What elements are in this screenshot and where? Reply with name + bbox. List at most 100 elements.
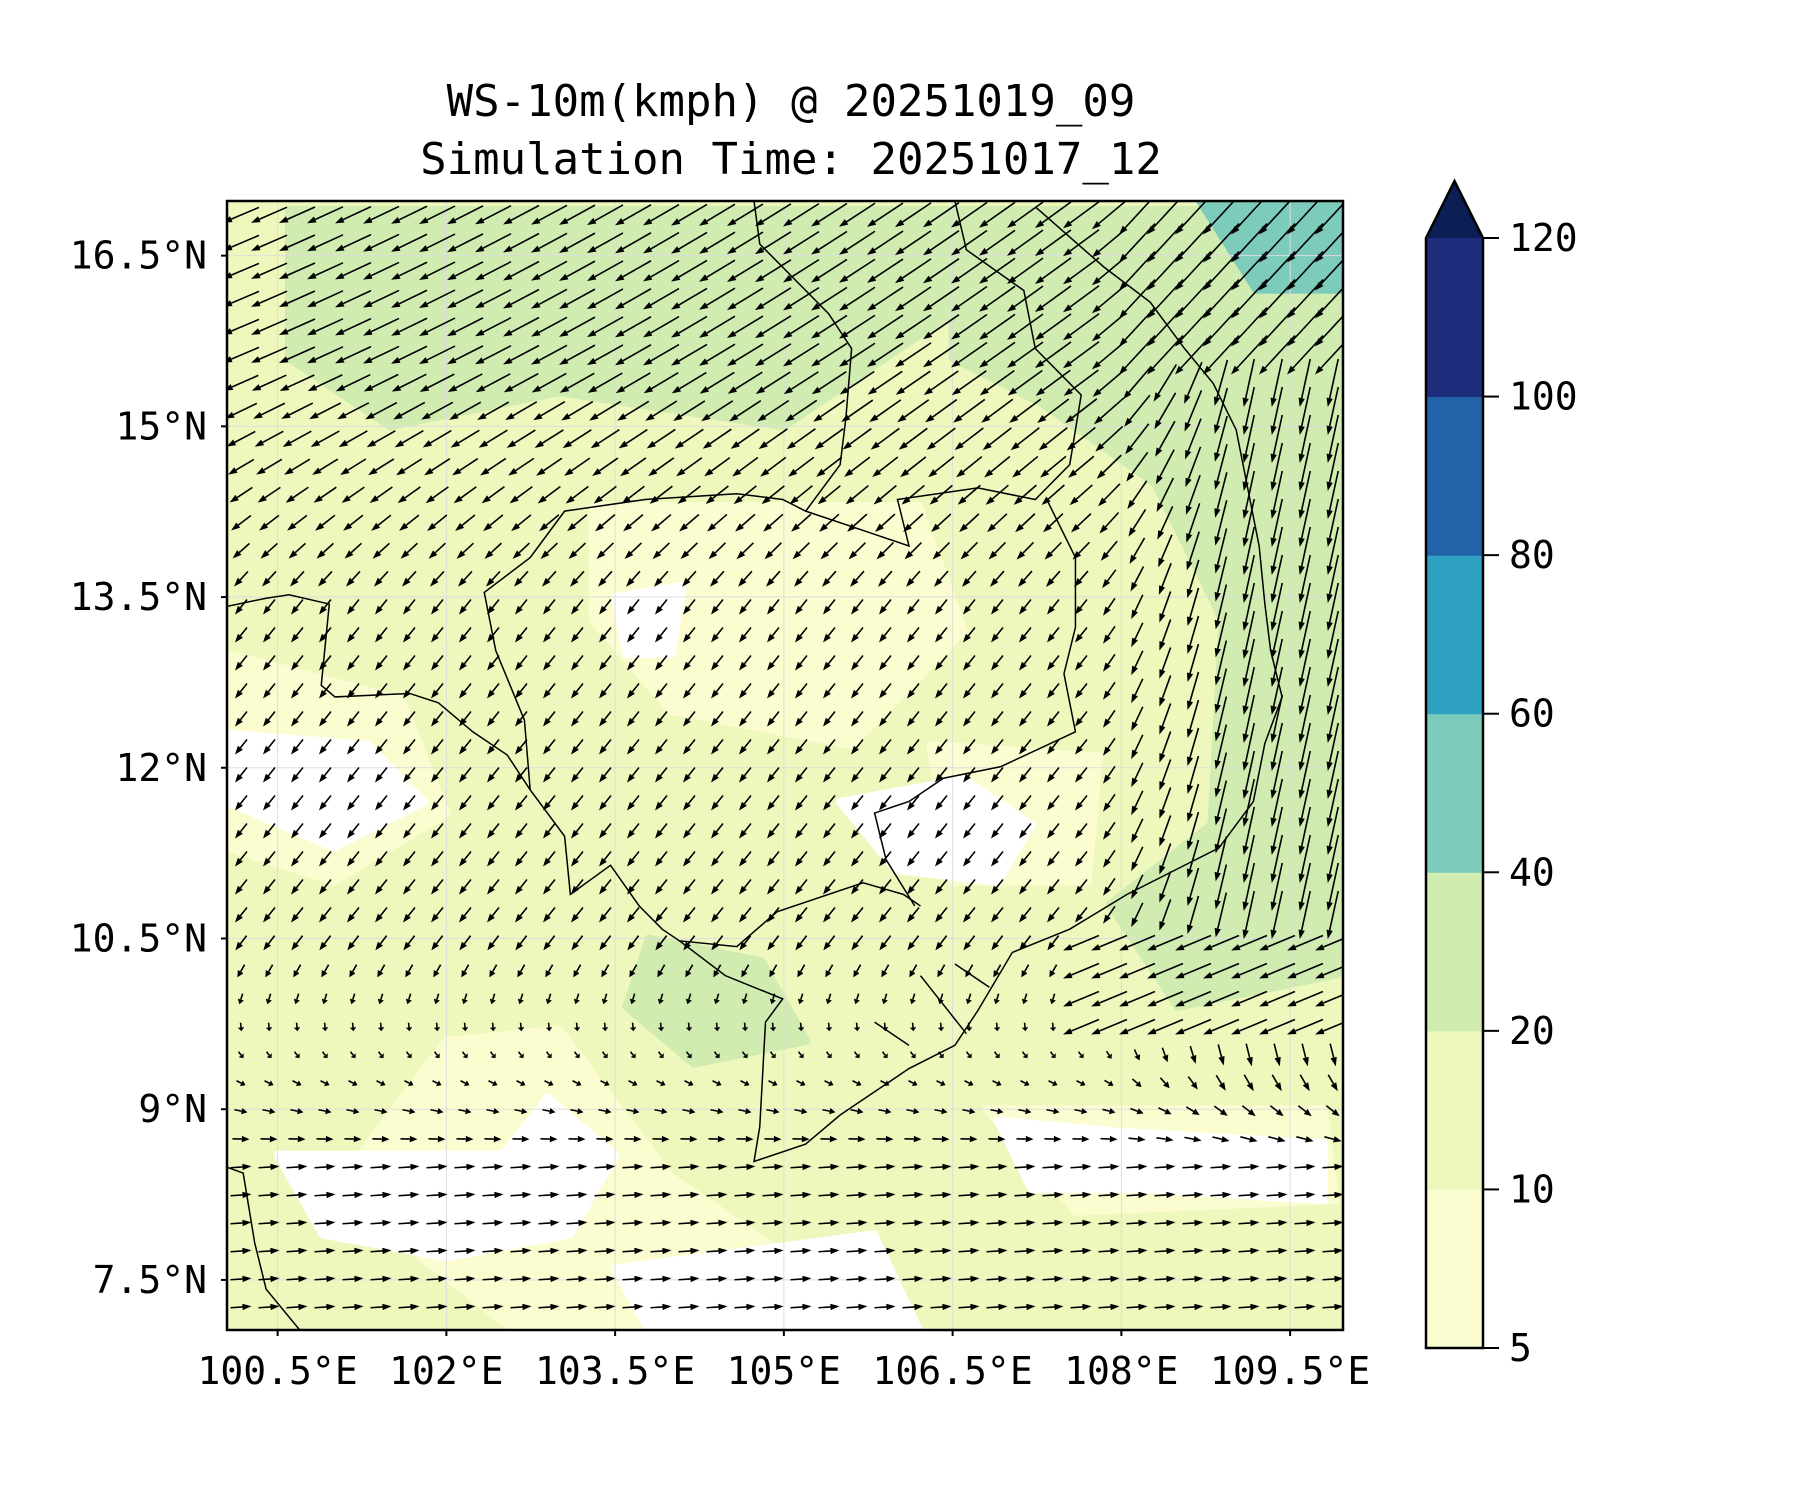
wind-arrow (489, 993, 496, 1005)
wind-arrow-shaft (1187, 446, 1202, 479)
wind-arrow-head (662, 1303, 672, 1311)
wind-arrow-head (1214, 452, 1221, 462)
wind-arrow-head (1259, 281, 1268, 291)
wind-arrow (902, 1303, 924, 1311)
wind-arrow-head (319, 941, 327, 951)
wind-arrow-head (298, 1163, 308, 1171)
wind-arrow (1147, 201, 1180, 235)
wind-arrow (570, 1107, 584, 1115)
wind-arrow (615, 316, 652, 338)
wind-arrow (1007, 257, 1044, 284)
wind-arrow-shaft (734, 287, 764, 306)
wind-arrow-shaft (1070, 1194, 1083, 1197)
wind-arrow-head (935, 857, 943, 867)
wind-arrow-shaft (929, 202, 960, 223)
wind-arrow-shaft (1328, 666, 1340, 707)
wind-arrow-shaft (407, 683, 416, 693)
wind-arrow (1103, 653, 1116, 672)
wind-arrow-head (1096, 470, 1106, 479)
wind-arrow-shaft (1188, 503, 1201, 535)
wind-arrow-shaft (1155, 934, 1184, 948)
wind-arrow (338, 430, 368, 448)
wind-arrow (895, 202, 932, 228)
wind-arrow-head (673, 413, 683, 422)
wind-arrow-shaft (967, 739, 976, 749)
wind-arrow-head (925, 414, 935, 423)
wind-arrow-shaft (435, 711, 444, 721)
wind-arrow-shaft (1051, 627, 1060, 637)
wind-arrow (1325, 1105, 1340, 1117)
wind-arrow-shaft (370, 1250, 383, 1253)
wind-arrow-shaft (575, 655, 584, 665)
wind-arrow (1287, 962, 1324, 979)
wind-arrow (1186, 503, 1201, 543)
wind-arrow-head (1194, 1219, 1204, 1227)
wind-arrow (1210, 1247, 1232, 1255)
wind-arrow-head (935, 605, 943, 615)
wind-arrow-head (1049, 998, 1056, 1005)
wind-arrow (403, 907, 416, 923)
wind-arrow-head (1287, 337, 1296, 347)
wind-arrow-head (263, 829, 271, 839)
wind-arrow-shaft (433, 1051, 438, 1056)
wind-arrow-shaft (238, 542, 250, 554)
wind-arrow-shaft (435, 964, 442, 973)
wind-arrow-head (1214, 843, 1221, 854)
wind-arrow-shaft (1272, 750, 1284, 791)
wind-arrow (710, 570, 725, 587)
wind-arrow (1075, 795, 1088, 811)
wind-arrow-shaft (601, 514, 616, 527)
wind-arrow (848, 1135, 866, 1143)
wind-arrow (566, 1191, 588, 1199)
wind-arrow (1159, 787, 1172, 819)
wind-arrow-shaft (463, 907, 472, 917)
y-tick-label: 7.5°N (93, 1258, 207, 1302)
wind-arrow-shaft (1182, 1278, 1195, 1281)
wind-arrow-head (942, 1163, 952, 1171)
wind-arrow-shaft (1102, 1108, 1110, 1112)
wind-arrow-head (346, 577, 355, 587)
wind-arrow-head (578, 1219, 588, 1227)
wind-arrow-shaft (286, 1250, 299, 1253)
wind-arrow-head (1242, 705, 1249, 715)
x-tick-label: 108°E (1064, 1349, 1178, 1393)
wind-arrow (907, 767, 920, 783)
wind-arrow-shaft (512, 401, 538, 417)
wind-arrow-head (671, 386, 682, 394)
wind-arrow (1070, 1275, 1092, 1283)
wind-arrow-head (935, 885, 943, 895)
wind-arrow (251, 206, 288, 223)
wind-arrow-head (543, 717, 551, 727)
wind-arrow-shaft (258, 206, 288, 220)
wind-arrow-shaft (855, 767, 864, 777)
wind-arrow-head (853, 1027, 861, 1032)
wind-arrow-head (1049, 1027, 1057, 1032)
wind-arrow (421, 401, 454, 420)
wind-arrow-shaft (660, 993, 664, 1000)
coastline (874, 1021, 910, 1046)
wind-arrow-head (1305, 1136, 1314, 1143)
wind-arrow-head (1214, 536, 1221, 546)
wind-arrow (487, 711, 500, 727)
wind-arrow-shaft (1079, 599, 1088, 609)
wind-arrow-head (601, 1027, 609, 1032)
wind-arrow-shaft (239, 570, 249, 581)
wind-arrow (403, 879, 416, 895)
wind-arrow (818, 1191, 840, 1199)
wind-arrow-shaft (566, 1278, 579, 1281)
wind-arrow-head (486, 577, 495, 587)
wind-arrow-head (1063, 304, 1073, 313)
wind-arrow (626, 1107, 640, 1115)
wind-arrow-shaft (966, 541, 978, 554)
wind-arrow-head (606, 1247, 616, 1255)
wind-arrow-shaft (687, 851, 696, 861)
coastline (805, 201, 1082, 548)
wind-arrow-shaft (351, 739, 360, 749)
wind-arrow (1298, 554, 1312, 603)
wind-arrow-head (487, 605, 495, 615)
wind-arrow (347, 767, 360, 783)
wind-arrow-shaft (1320, 314, 1343, 341)
wind-arrow-head (1231, 1000, 1241, 1007)
wind-arrow-shaft (266, 542, 278, 554)
wind-arrow (475, 288, 512, 309)
